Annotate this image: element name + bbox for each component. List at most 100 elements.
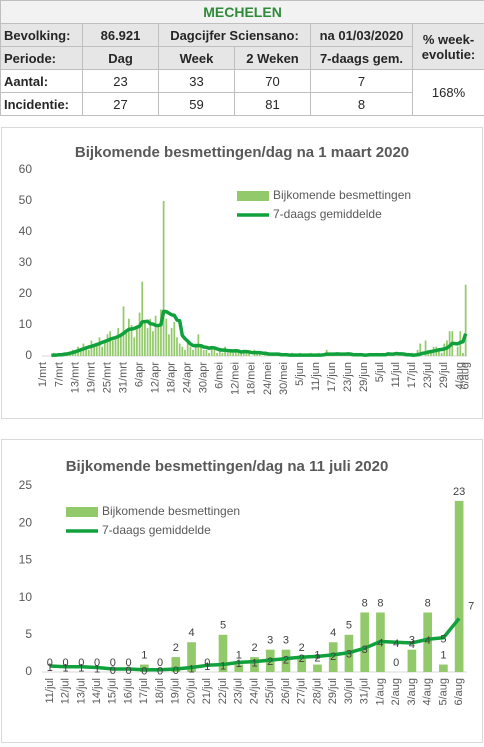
chart-box: Bijkomende besmettingen/dag na 11 juli 2…: [1, 439, 483, 743]
cell: 7-daags gem.: [311, 47, 413, 70]
data-label: 0: [126, 665, 132, 677]
cell: Dagcijfer Sciensano:: [159, 24, 311, 47]
chart-title: Bijkomende besmettingen/dag na 1 maart 2…: [75, 144, 409, 161]
x-tick-label: 24/apr: [182, 362, 194, 394]
data-label: 2: [283, 655, 289, 667]
bar: [136, 328, 138, 356]
chart-title: Bijkomende besmettingen/dag na 11 juli 2…: [66, 458, 389, 475]
x-tick-label: 24/mei: [262, 362, 274, 395]
data-label: 7: [468, 600, 474, 612]
bar: [168, 334, 170, 356]
bar: [147, 328, 149, 356]
cell: 2 Weken: [235, 47, 311, 70]
x-tick-label: 16/jul: [122, 678, 134, 704]
bar: [152, 331, 154, 356]
bar: [128, 319, 130, 356]
x-tick-label: 23/jun: [342, 362, 354, 392]
bar: [208, 353, 210, 356]
x-tick-label: 1/mrt: [37, 362, 49, 387]
y-tick-label: 0: [25, 664, 32, 678]
x-tick-label: 3/aug: [406, 678, 418, 706]
data-label: 2: [314, 652, 320, 664]
y-tick-label: 10: [19, 317, 33, 331]
x-tick-label: 20/jul: [185, 678, 197, 704]
x-tick-label: 29/jul: [438, 362, 450, 388]
x-tick-label: 7/mrt: [53, 362, 65, 387]
data-label: 3: [362, 644, 368, 656]
x-tick-label: 30/mei: [278, 362, 290, 395]
bar: [206, 350, 208, 356]
bar: [171, 328, 173, 356]
legend-swatch: [237, 191, 269, 201]
data-label: 1: [188, 663, 194, 675]
x-tick-label: 21/jul: [201, 678, 213, 704]
data-label: 1: [94, 663, 100, 675]
data-label: 8: [377, 597, 383, 609]
x-tick-label: 18/mei: [246, 362, 258, 395]
x-tick-label: 30/jul: [343, 678, 355, 704]
summary-table: MECHELEN Bevolking: 86.921 Dagcijfer Sci…: [0, 0, 484, 116]
data-label: 3: [267, 635, 273, 647]
bar: [157, 325, 159, 356]
bar: [441, 353, 443, 356]
bar: [408, 650, 417, 672]
data-label: 1: [236, 658, 242, 670]
cell: 59: [159, 93, 235, 116]
data-label: 2: [330, 651, 336, 663]
data-label: 0: [173, 665, 179, 677]
cell: 81: [235, 93, 311, 116]
x-tick-label: 18/jul: [154, 678, 166, 704]
x-tick-label: 23/jul: [233, 678, 245, 704]
chart-box: Bijkomende besmettingen/dag na 1 maart 2…: [1, 127, 483, 419]
bar: [144, 322, 146, 356]
cell: 70: [235, 70, 311, 93]
x-tick-label: 4/aug: [422, 678, 434, 706]
x-tick-label: 25/jul: [264, 678, 276, 704]
x-tick-label: 12/jul: [60, 678, 72, 704]
bar: [179, 344, 181, 356]
bar: [88, 350, 90, 356]
x-tick-label: 6/apr: [133, 362, 145, 387]
x-tick-label: 28/jul: [311, 678, 323, 704]
bar: [192, 350, 194, 356]
cell: Bevolking:: [1, 24, 83, 47]
x-tick-label: 19/mrt: [85, 362, 97, 393]
data-label: 4: [330, 627, 336, 639]
y-tick-label: 30: [19, 255, 33, 269]
x-tick-label: 12/apr: [150, 362, 162, 394]
x-tick-label: 14/jul: [91, 678, 103, 704]
data-label: 1: [141, 649, 147, 661]
data-label: 8: [425, 597, 431, 609]
x-tick-label: 13/mrt: [69, 362, 81, 393]
x-tick-label: 13/jul: [75, 678, 87, 704]
x-tick-label: 29/jun: [358, 362, 370, 392]
bar: [455, 501, 464, 672]
x-tick-label: 6/aug: [460, 362, 472, 390]
bar: [176, 337, 178, 356]
cell: % week-evolutie:: [413, 24, 484, 70]
legend-label: Bijkomende besmettingen: [273, 188, 411, 202]
cell: Week: [159, 47, 235, 70]
legend-label: 7-daags gemiddelde: [102, 523, 211, 537]
data-label: 1: [63, 663, 69, 675]
x-tick-label: 29/jul: [327, 678, 339, 704]
x-tick-label: 19/jul: [170, 678, 182, 704]
y-tick-label: 20: [19, 286, 33, 300]
x-tick-label: 15/jul: [107, 678, 119, 704]
x-tick-label: 22/jul: [217, 678, 229, 704]
cell: Dag: [83, 47, 159, 70]
cell: 168%: [413, 70, 484, 116]
bar: [238, 353, 240, 356]
x-tick-label: 30/apr: [198, 362, 210, 394]
data-label: 8: [362, 597, 368, 609]
y-tick-label: 25: [19, 478, 33, 492]
data-label: 1: [78, 663, 84, 675]
bar: [109, 331, 111, 356]
data-label: 4: [188, 627, 194, 639]
bar: [139, 313, 141, 356]
x-tick-label: 23/jul: [422, 362, 434, 388]
data-label: 5: [220, 620, 226, 632]
bar: [184, 350, 186, 356]
bar: [165, 319, 167, 356]
y-tick-label: 5: [25, 627, 32, 641]
